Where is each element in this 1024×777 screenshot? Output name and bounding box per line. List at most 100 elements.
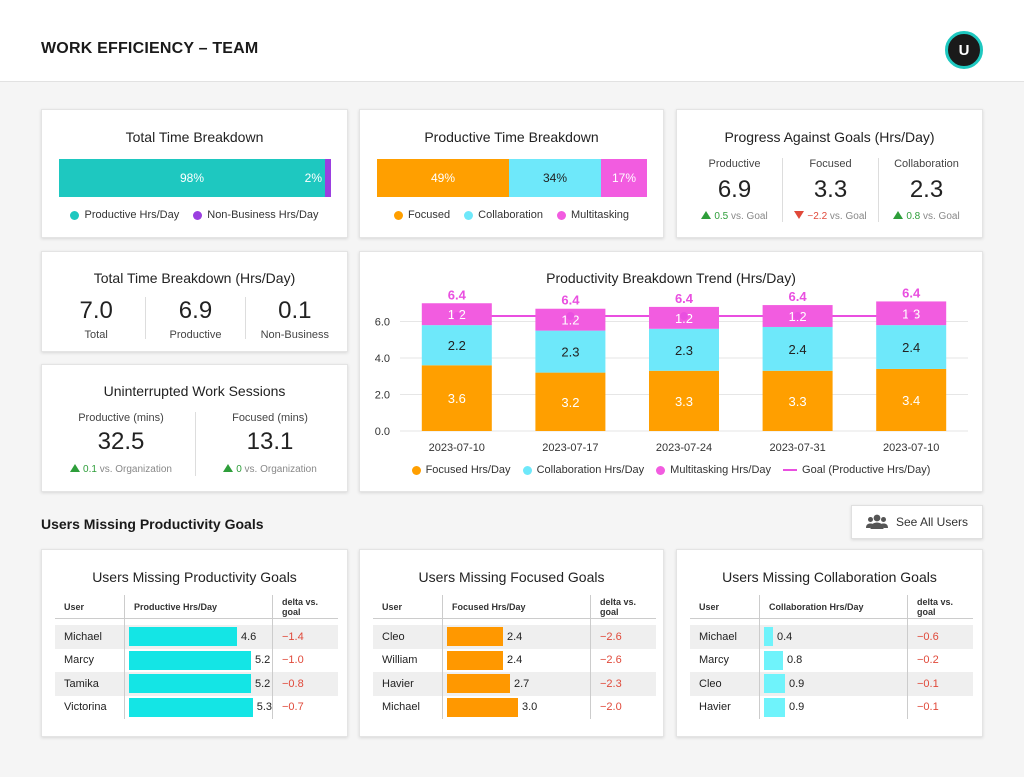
bar-segment[interactable]	[421, 365, 492, 431]
bar-segment[interactable]	[649, 328, 719, 371]
data-label: 3.4	[902, 393, 920, 408]
kpi-non-business: 0.1 Non-Business	[244, 297, 344, 341]
value-label: 0.4	[777, 630, 793, 643]
table-row[interactable]: William 2.4 −2.6	[373, 648, 656, 672]
legend-item: Collaboration	[464, 209, 543, 221]
kpi-label: Focused	[809, 158, 852, 170]
table-row[interactable]: Cleo 0.9 −0.1	[690, 672, 973, 696]
kpi-delta: 0 vs. Organization	[196, 464, 344, 475]
user-name: Havier	[690, 695, 760, 719]
legend-label: Productive Hrs/Day	[84, 209, 180, 221]
non-business-segment[interactable]: 2%	[305, 159, 331, 197]
value-label: 0.8	[787, 654, 803, 667]
bar-segment[interactable]	[535, 330, 606, 373]
bar-segment[interactable]	[762, 370, 833, 431]
up-arrow-icon	[701, 211, 712, 219]
data-label: 2.4	[902, 340, 920, 355]
collaboration-segment[interactable]: 34%	[509, 159, 601, 197]
productive-segment[interactable]: 98%	[59, 159, 325, 197]
value-bar	[764, 650, 783, 670]
legend-item: Collaboration Hrs/Day	[522, 464, 644, 476]
bar-segment[interactable]	[876, 325, 947, 369]
bar-segment[interactable]	[421, 325, 492, 366]
table-spacer	[690, 619, 973, 625]
data-label: 3.6	[448, 391, 466, 406]
goal-marker	[452, 312, 461, 321]
non-business-dot-icon	[193, 210, 203, 220]
value-bar	[764, 627, 773, 647]
x-tick-label: 2023-07-10	[883, 442, 939, 454]
y-tick-label: 4.0	[375, 353, 390, 365]
value-bar	[447, 650, 503, 670]
delta-value: −0.1	[917, 677, 939, 690]
delta-value: 0.5	[714, 211, 729, 222]
legend-item: Multitasking	[556, 209, 630, 221]
bar-segment[interactable]	[762, 326, 833, 371]
delta-value: −0.2	[917, 654, 939, 667]
kpi-productive: 6.9 Productive	[145, 297, 244, 341]
value-label: 2.7	[514, 677, 530, 690]
kpi-label: Productive	[708, 158, 761, 170]
table-row[interactable]: Michael 0.4 −0.6	[690, 625, 973, 649]
table-row[interactable]: Michael 4.6 −1.4	[55, 625, 338, 649]
kpi-delta: −2.2 vs. Goal	[783, 211, 878, 222]
segment-label: 2%	[304, 171, 322, 185]
goal-line-icon	[783, 469, 798, 471]
multitasking-dot-icon	[656, 465, 666, 475]
see-all-label: See All Users	[895, 515, 969, 529]
table-row[interactable]: Michael 3.0 −2.0	[373, 695, 656, 719]
delta-value: −2.6	[600, 654, 622, 667]
goal-marker	[793, 312, 802, 321]
delta-value: 0.8	[906, 211, 921, 222]
delta-value: −1.0	[282, 654, 304, 667]
value-bar	[447, 697, 518, 717]
kpi-value: 6.9	[717, 176, 752, 203]
user-name: Tamika	[55, 672, 125, 696]
multitasking-segment[interactable]: 17%	[601, 159, 647, 197]
y-tick-label: 0.0	[375, 426, 390, 438]
kpi-focused-session: Focused (mins) 13.1 0 vs. Organization	[195, 412, 344, 476]
table-spacer	[55, 619, 338, 625]
value-cell: 0.8	[760, 648, 908, 672]
focused-segment[interactable]: 49%	[377, 159, 509, 197]
value-cell: 2.4	[443, 625, 591, 649]
column-header: Focused Hrs/Day	[443, 595, 591, 618]
chart-legend: Focused Hrs/Day Collaboration Hrs/Day Mu…	[360, 464, 982, 476]
table-row[interactable]: Marcy 5.2 −1.0	[55, 648, 338, 672]
table-row[interactable]: Havier 0.9 −0.1	[690, 695, 973, 719]
users-icon	[865, 514, 888, 529]
kpi-total: 7.0 Total	[47, 297, 145, 341]
value-bar	[447, 627, 503, 647]
user-name: Havier	[373, 672, 443, 696]
see-all-users-button[interactable]: See All Users	[851, 505, 983, 539]
table-row[interactable]: Victorina 5.3 −0.7	[55, 695, 338, 719]
bar-segment[interactable]	[535, 372, 606, 431]
column-header: User	[55, 595, 125, 618]
card-title: Uninterrupted Work Sessions	[103, 383, 286, 399]
bar-segment[interactable]	[876, 368, 947, 431]
segment-label: 17%	[611, 171, 637, 185]
table-row[interactable]: Cleo 2.4 −2.6	[373, 625, 656, 649]
user-avatar[interactable]: U	[945, 31, 983, 69]
legend-item: Goal (Productive Hrs/Day)	[783, 464, 930, 476]
table-row[interactable]: Marcy 0.8 −0.2	[690, 648, 973, 672]
bar-segment[interactable]	[649, 370, 719, 431]
table-row[interactable]: Havier 2.7 −2.3	[373, 672, 656, 696]
value-bar	[129, 650, 251, 670]
table-body: Michael 4.6 −1.4 Marcy 5.2 −1.0 Tamika 5.2 −0.8 V…	[55, 625, 338, 719]
kpi-value: 0.1	[278, 297, 312, 324]
table-row[interactable]: Tamika 5.2 −0.8	[55, 672, 338, 696]
productive-dot-icon	[70, 210, 80, 220]
data-label: 2.3	[561, 345, 579, 360]
up-arrow-icon	[223, 464, 234, 472]
trend-chart: 0.0 2.0 4.0 6.0 3.6 2.2 1.2 6.4 2023-07-10 3.2 2.3…	[375, 285, 968, 454]
up-arrow-icon	[893, 211, 904, 219]
legend-label: Multitasking Hrs/Day	[670, 464, 772, 476]
kpi-value: 32.5	[97, 428, 145, 455]
user-name: Marcy	[690, 648, 760, 672]
value-bar	[447, 674, 510, 694]
value-cell: 2.4	[443, 648, 591, 672]
user-name: Michael	[690, 625, 760, 649]
legend-label: Multitasking	[570, 209, 630, 221]
legend: Focused Collaboration Multitasking	[360, 209, 663, 221]
